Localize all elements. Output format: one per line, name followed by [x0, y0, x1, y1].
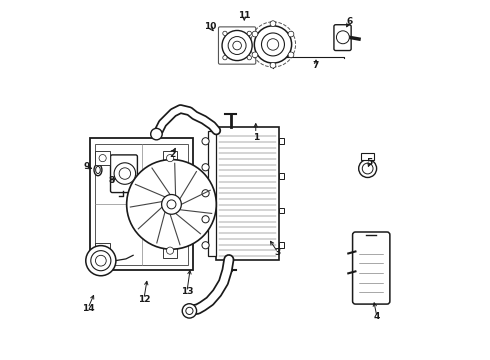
Bar: [279, 208, 285, 213]
Circle shape: [202, 216, 209, 223]
Circle shape: [119, 168, 131, 179]
Bar: [279, 173, 285, 179]
Circle shape: [167, 154, 173, 162]
Ellipse shape: [94, 164, 102, 176]
Circle shape: [222, 31, 252, 60]
Bar: [96, 243, 110, 258]
Circle shape: [247, 55, 251, 60]
Bar: [163, 243, 177, 258]
Bar: [96, 151, 110, 165]
Circle shape: [162, 194, 181, 214]
Text: 4: 4: [374, 312, 380, 321]
Circle shape: [167, 200, 176, 209]
Text: 8: 8: [108, 176, 115, 185]
Circle shape: [252, 31, 258, 37]
Text: 2: 2: [170, 150, 176, 159]
Circle shape: [186, 307, 193, 315]
Circle shape: [86, 246, 116, 276]
Text: 3: 3: [275, 248, 281, 257]
Bar: [90, 138, 194, 270]
Circle shape: [151, 129, 162, 140]
FancyBboxPatch shape: [111, 155, 137, 193]
Text: 11: 11: [238, 11, 250, 20]
Circle shape: [362, 163, 373, 174]
Circle shape: [114, 163, 136, 184]
Circle shape: [182, 304, 196, 318]
FancyBboxPatch shape: [334, 25, 351, 50]
Circle shape: [254, 26, 292, 63]
Circle shape: [96, 255, 106, 266]
Circle shape: [223, 31, 227, 36]
Ellipse shape: [96, 166, 100, 174]
Circle shape: [359, 159, 377, 177]
Text: 7: 7: [313, 62, 319, 71]
Circle shape: [247, 31, 251, 36]
Circle shape: [202, 190, 209, 197]
Circle shape: [337, 31, 349, 44]
FancyBboxPatch shape: [353, 232, 390, 304]
Circle shape: [99, 247, 106, 254]
Bar: [208, 131, 216, 256]
Bar: [279, 242, 285, 248]
Text: 9: 9: [83, 162, 90, 171]
Text: 14: 14: [82, 304, 94, 313]
Circle shape: [228, 37, 246, 54]
Circle shape: [223, 55, 227, 60]
Circle shape: [126, 159, 216, 249]
Circle shape: [99, 154, 106, 162]
Text: 13: 13: [181, 287, 193, 296]
Circle shape: [262, 33, 285, 56]
Circle shape: [233, 41, 242, 50]
Bar: [216, 127, 279, 260]
Text: 1: 1: [253, 133, 259, 142]
Circle shape: [252, 52, 258, 58]
Circle shape: [91, 251, 111, 271]
Circle shape: [167, 247, 173, 254]
Text: 5: 5: [367, 158, 373, 167]
Text: 12: 12: [138, 294, 150, 303]
Circle shape: [267, 39, 279, 50]
Circle shape: [202, 164, 209, 171]
Bar: [163, 151, 177, 165]
Bar: [279, 138, 285, 144]
Bar: [96, 144, 188, 265]
Circle shape: [288, 52, 294, 58]
Text: 6: 6: [346, 17, 353, 26]
Circle shape: [270, 62, 276, 68]
Circle shape: [270, 21, 276, 27]
Text: 10: 10: [204, 22, 216, 31]
Circle shape: [202, 138, 209, 145]
Circle shape: [288, 31, 294, 37]
Bar: [361, 153, 374, 159]
Circle shape: [202, 242, 209, 249]
